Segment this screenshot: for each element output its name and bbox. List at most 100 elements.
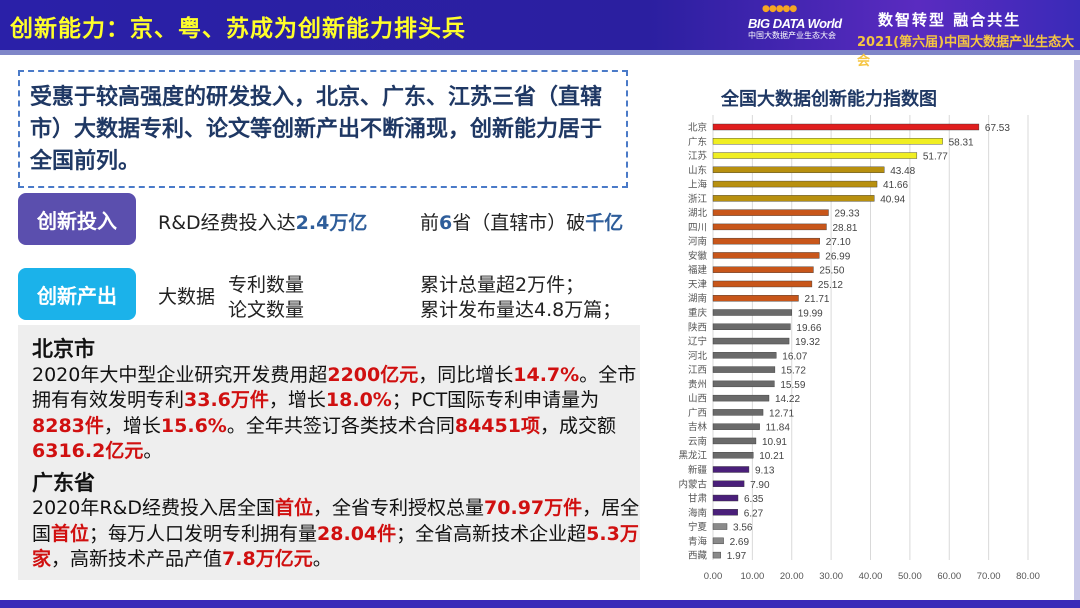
summary-box: 受惠于较高强度的研发投入，北京、广东、江苏三省（直辖市）大数据专利、论文等创新产… [18,70,628,188]
bar [712,152,918,159]
bar [712,237,820,245]
x-tick-label: 40.00 [859,571,883,582]
data-label: 2.69 [730,537,750,548]
bar [712,494,739,502]
data-label: 9.13 [755,465,775,476]
category-label: 辽宁 [688,336,707,348]
t: 6 [439,212,453,234]
text-segment: 2020年R&D经费投入居全国 [32,497,276,519]
text-segment: ，高新技术产品产值 [51,548,223,570]
category-label: 贵州 [688,378,707,390]
x-tick-label: 10.00 [740,571,764,582]
bar [712,295,799,302]
text-segment: ，增长 [268,389,326,411]
category-label: 甘肃 [688,493,707,505]
highlight-value: 2200亿元 [327,363,419,386]
data-label: 21.71 [804,294,829,305]
category-label: 宁夏 [688,521,708,533]
x-tick-label: 30.00 [819,571,843,582]
bar [712,551,721,559]
x-tick-label: 50.00 [898,571,922,582]
header-strip [0,50,1080,55]
bar [712,123,980,131]
bar [712,352,777,359]
bar-chart: 0.00 10.00 20.00 30.00 40.00 50.00 60.00 70.00 8… [678,115,1040,582]
x-tick-label: 60.00 [937,571,961,582]
input-text-2: 前6省（直辖市）破千亿 [420,208,623,235]
data-label: 19.32 [795,337,820,348]
city-details-panel: 北京市 2020年大中型企业研究开发费用超2200亿元，同比增长14.7%。全市… [18,325,640,580]
text-segment: ；全省高新技术企业超 [396,522,587,545]
data-label: 41.66 [883,180,908,191]
bar [712,252,820,259]
highlight-value: 28.04件 [317,522,397,545]
input-text-1: R&D经费投入达2.4万亿 [158,208,367,235]
data-label: 40.94 [880,194,905,205]
highlight-value: 8283件 [32,414,104,437]
category-label: 西藏 [688,550,708,562]
bar [712,409,764,416]
x-tick-label: 20.00 [780,571,804,582]
beijing-text: 2020年大中型企业研究开发费用超2200亿元，同比增长14.7%。全市拥有有效… [32,363,642,465]
highlight-value: 5.3万家 [32,522,639,571]
category-label: 安徽 [688,250,708,262]
bar [712,523,728,530]
category-label: 上海 [688,179,708,191]
slogan: 数智转型 融合共生 [878,11,1022,29]
bar [712,209,829,216]
text-segment: ，居全国 [32,497,640,545]
page-title: 创新能力：京、粤、苏成为创新能力排头兵 [10,16,466,42]
category-label: 新疆 [688,464,708,476]
text-segment: ，同比增长 [418,363,514,386]
category-label: 山西 [688,394,707,405]
input-label: R&D经费投入达 [158,212,296,234]
category-label: 陕西 [688,321,707,333]
category-label: 福建 [688,264,708,276]
highlight-value: 70.97万件 [484,497,583,519]
bar [712,166,885,174]
category-label: 云南 [688,435,707,447]
category-label: 湖南 [688,293,707,305]
highlight-value: 首位 [275,497,314,519]
input-value: 2.4万亿 [295,212,368,234]
data-label: 67.53 [985,123,1010,134]
data-label: 25.12 [818,280,843,291]
chart-title: 全国大数据创新能力指数图 [721,89,937,110]
data-label: 11.84 [766,423,791,434]
bar [712,480,745,487]
data-label: 16.07 [782,351,807,362]
highlight-value: 14.7% [513,363,580,386]
output-item-2: 论文数量 [228,299,305,321]
text-segment: ；每万人口发明专利拥有量 [89,522,318,545]
data-label: 27.10 [826,237,851,248]
bar [712,138,943,145]
highlight-value: 15.6% [160,414,227,437]
guangdong-text: 2020年R&D经费投入居全国首位，全省专利授权总量70.97万件，居全国首位；… [32,496,642,573]
data-label: 29.33 [834,209,859,220]
logo: BIG DATA World 中国大数据产业生态大会 [748,17,848,41]
right-edge [1074,60,1080,600]
output-tag: 创新产出 [18,268,136,320]
data-label: 25.50 [819,266,844,277]
output-value-1: 累计总量超2万件； [420,274,585,296]
x-tick-label: 80.00 [1016,571,1040,582]
category-label: 北京 [688,122,707,134]
data-label: 19.66 [796,323,821,334]
output-label: 大数据 [158,286,216,308]
category-label: 江西 [688,365,707,376]
data-label: 7.90 [750,480,770,491]
category-label: 湖北 [688,208,708,219]
data-label: 12.71 [769,408,794,419]
category-label: 江苏 [688,150,708,162]
text-segment: 。全年共签订各类技术合同 [226,414,455,437]
text-segment: ，全省专利授权总量 [313,497,485,519]
category-label: 浙江 [688,193,708,205]
data-label: 51.77 [923,152,948,163]
highlight-value: 首位 [51,522,90,545]
bar [712,366,776,373]
x-tick-label: 0.00 [704,571,723,582]
bar [712,452,754,459]
footer-strip [0,600,1080,608]
text-segment: 。全市拥有有效发明专利 [32,363,637,412]
data-label: 26.99 [825,251,850,262]
